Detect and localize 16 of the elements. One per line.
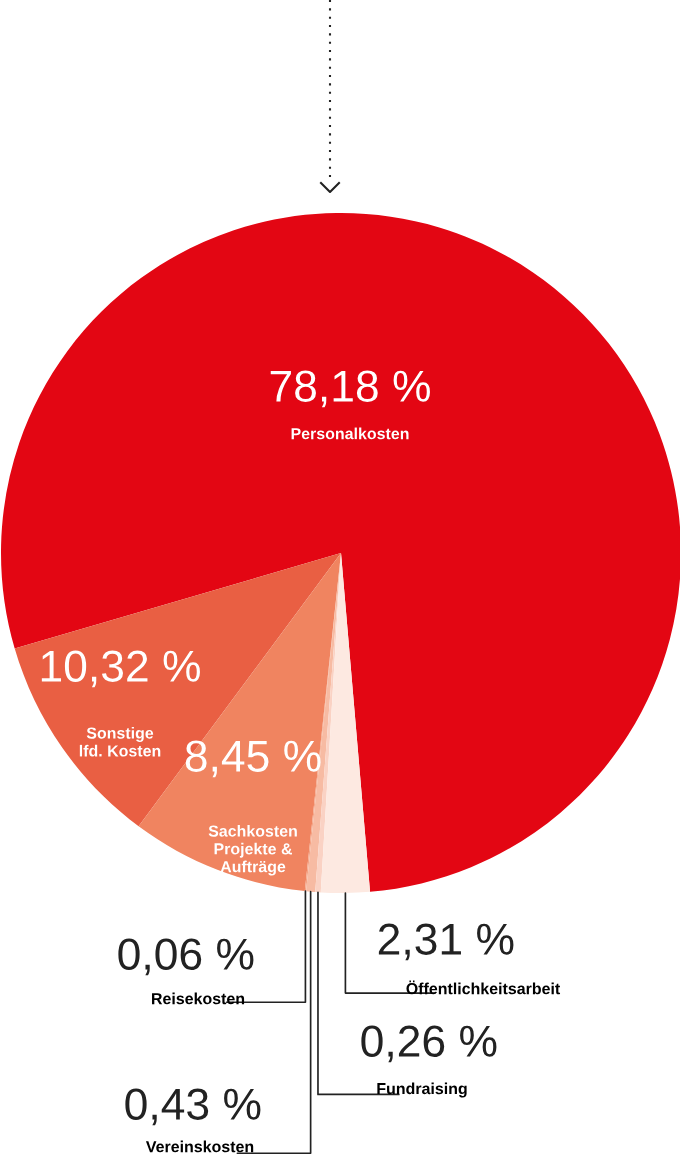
data-label: 8,45 % <box>185 740 321 778</box>
slice-label: Personalkosten <box>291 427 409 440</box>
data-label: 10,32 % <box>41 650 200 688</box>
slice-label: Reisekosten <box>152 992 245 1005</box>
slice-label: Fundraising <box>377 1082 467 1098</box>
pie-slice <box>1 213 680 892</box>
pie-slice <box>14 553 341 827</box>
data-label: 78,18 % <box>270 370 430 408</box>
slice-label: Sonstige lfd. Kosten <box>79 727 161 757</box>
data-label: 0,26 % <box>361 1025 497 1063</box>
slice-label: Sachkosten Projekte & Aufträge <box>208 825 297 876</box>
data-label: 0,06 % <box>118 938 254 976</box>
slice-label: Öffentlichkeitsarbeit <box>406 980 561 995</box>
slice-label: Vereinskosten <box>145 1140 254 1153</box>
data-label: 2,31 % <box>378 923 514 961</box>
data-label: 0,43 % <box>125 1088 261 1126</box>
